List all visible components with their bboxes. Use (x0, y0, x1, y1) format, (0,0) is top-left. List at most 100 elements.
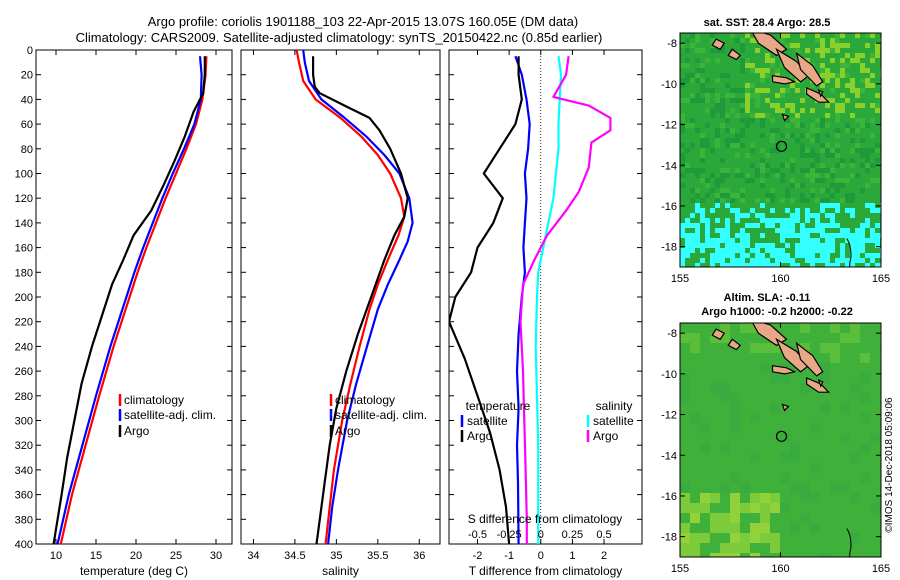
map-pixel (690, 33, 695, 38)
map-pixel (810, 423, 820, 433)
map-pixel (820, 233, 825, 238)
map-pixel (865, 68, 870, 73)
map-pixel (760, 218, 765, 223)
map-pixel (695, 78, 700, 83)
map-pixel (795, 48, 800, 53)
map-pixel (705, 108, 710, 113)
map-pixel (850, 78, 855, 83)
map-pixel (860, 258, 865, 263)
map-pixel (710, 243, 715, 248)
map-pixel (835, 33, 840, 38)
map-pixel (750, 263, 755, 267)
map-pixel (735, 133, 740, 138)
map-pixel (825, 168, 830, 173)
island (795, 341, 824, 377)
map-pixel (770, 263, 775, 267)
map-pixel (795, 263, 800, 267)
map-pixel (875, 143, 880, 148)
map-pixel (805, 153, 810, 158)
map-pixel (800, 243, 805, 248)
map-pixel (840, 333, 850, 343)
map-pixel (700, 63, 705, 68)
map-pixel (740, 198, 745, 203)
map-pixel (770, 138, 775, 143)
map-pixel (720, 258, 725, 263)
map-pixel (870, 163, 875, 168)
map-pixel (805, 208, 810, 213)
map-pixel (695, 228, 700, 233)
island (771, 365, 797, 375)
map-pixel (720, 333, 730, 343)
map-pixel (695, 48, 700, 53)
map-pixel (720, 198, 725, 203)
map-pixel (810, 138, 815, 143)
map-pixel (850, 493, 860, 503)
map-pixel (820, 38, 825, 43)
map-pixel (740, 38, 745, 43)
map-pixel (870, 433, 880, 443)
map-pixel (760, 73, 765, 78)
map-pixel (815, 153, 820, 158)
map-pixel (715, 103, 720, 108)
map-pixel (775, 103, 780, 108)
map-pixel (810, 258, 815, 263)
map-pixel (835, 48, 840, 53)
map-pixel (730, 513, 740, 523)
map-pixel (720, 483, 730, 493)
map-pixel (685, 243, 690, 248)
map-pixel (865, 203, 870, 208)
map-pixel (705, 223, 710, 228)
map-pixel (860, 188, 865, 193)
map-pixel (735, 243, 740, 248)
map-pixel (735, 88, 740, 93)
map-pixel (710, 88, 715, 93)
map-pixel (685, 73, 690, 78)
difference-panel: -2 -1 0 1 2 T difference from climatology -0.5… (448, 49, 643, 578)
map-pixel (755, 113, 760, 118)
y-tick-label: 380 (15, 514, 33, 526)
map-pixel (770, 243, 775, 248)
map-pixel (840, 73, 845, 78)
map-pixel (840, 198, 845, 203)
map-pixel (805, 198, 810, 203)
map-pixel (830, 353, 840, 363)
map-pixel (745, 223, 750, 228)
map-pixel (805, 48, 810, 53)
map-pixel (710, 113, 715, 118)
x-tick-label: 34.5 (284, 550, 305, 562)
map-pixel (790, 453, 800, 463)
map-pixel (870, 53, 875, 58)
y-tick-label: -12 (661, 120, 677, 132)
map-pixel (815, 48, 820, 53)
map-pixel (790, 443, 800, 453)
map-pixel (715, 228, 720, 233)
map-pixel (700, 533, 710, 543)
map-pixel (695, 188, 700, 193)
map-pixel (725, 248, 730, 253)
map-pixel (810, 178, 815, 183)
map-pixel (730, 503, 740, 513)
map-pixel (860, 123, 865, 128)
map-pixel (740, 248, 745, 253)
map-pixel (835, 203, 840, 208)
map-pixel (860, 353, 870, 363)
map-pixel (720, 123, 725, 128)
map-pixel (725, 238, 730, 243)
map-pixel (740, 68, 745, 73)
map-pixel (855, 33, 860, 38)
map-pixel (795, 88, 800, 93)
map-pixel (690, 143, 695, 148)
map-pixel (745, 253, 750, 258)
map-pixel (755, 103, 760, 108)
map-pixel (810, 263, 815, 267)
map-pixel (815, 248, 820, 253)
map-pixel (680, 523, 690, 533)
map-pixel (680, 158, 685, 163)
map-pixel (835, 183, 840, 188)
map-pixel (850, 213, 855, 218)
map-pixel (760, 533, 770, 543)
map-pixel (690, 233, 695, 238)
map-pixel (785, 253, 790, 258)
map-pixel (840, 163, 845, 168)
map-pixel (855, 118, 860, 123)
